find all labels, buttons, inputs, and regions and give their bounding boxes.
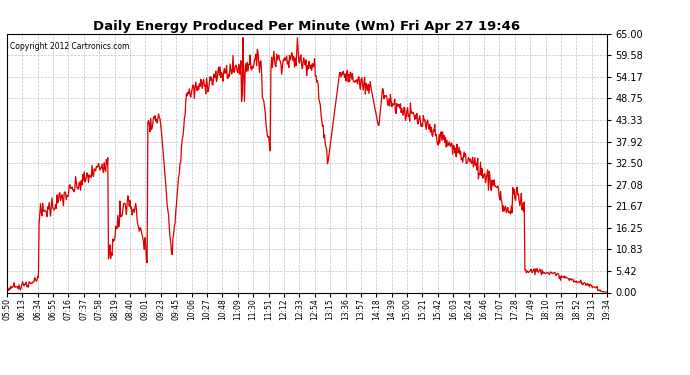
Title: Daily Energy Produced Per Minute (Wm) Fri Apr 27 19:46: Daily Energy Produced Per Minute (Wm) Fr… xyxy=(93,20,521,33)
Text: Copyright 2012 Cartronics.com: Copyright 2012 Cartronics.com xyxy=(10,42,129,51)
